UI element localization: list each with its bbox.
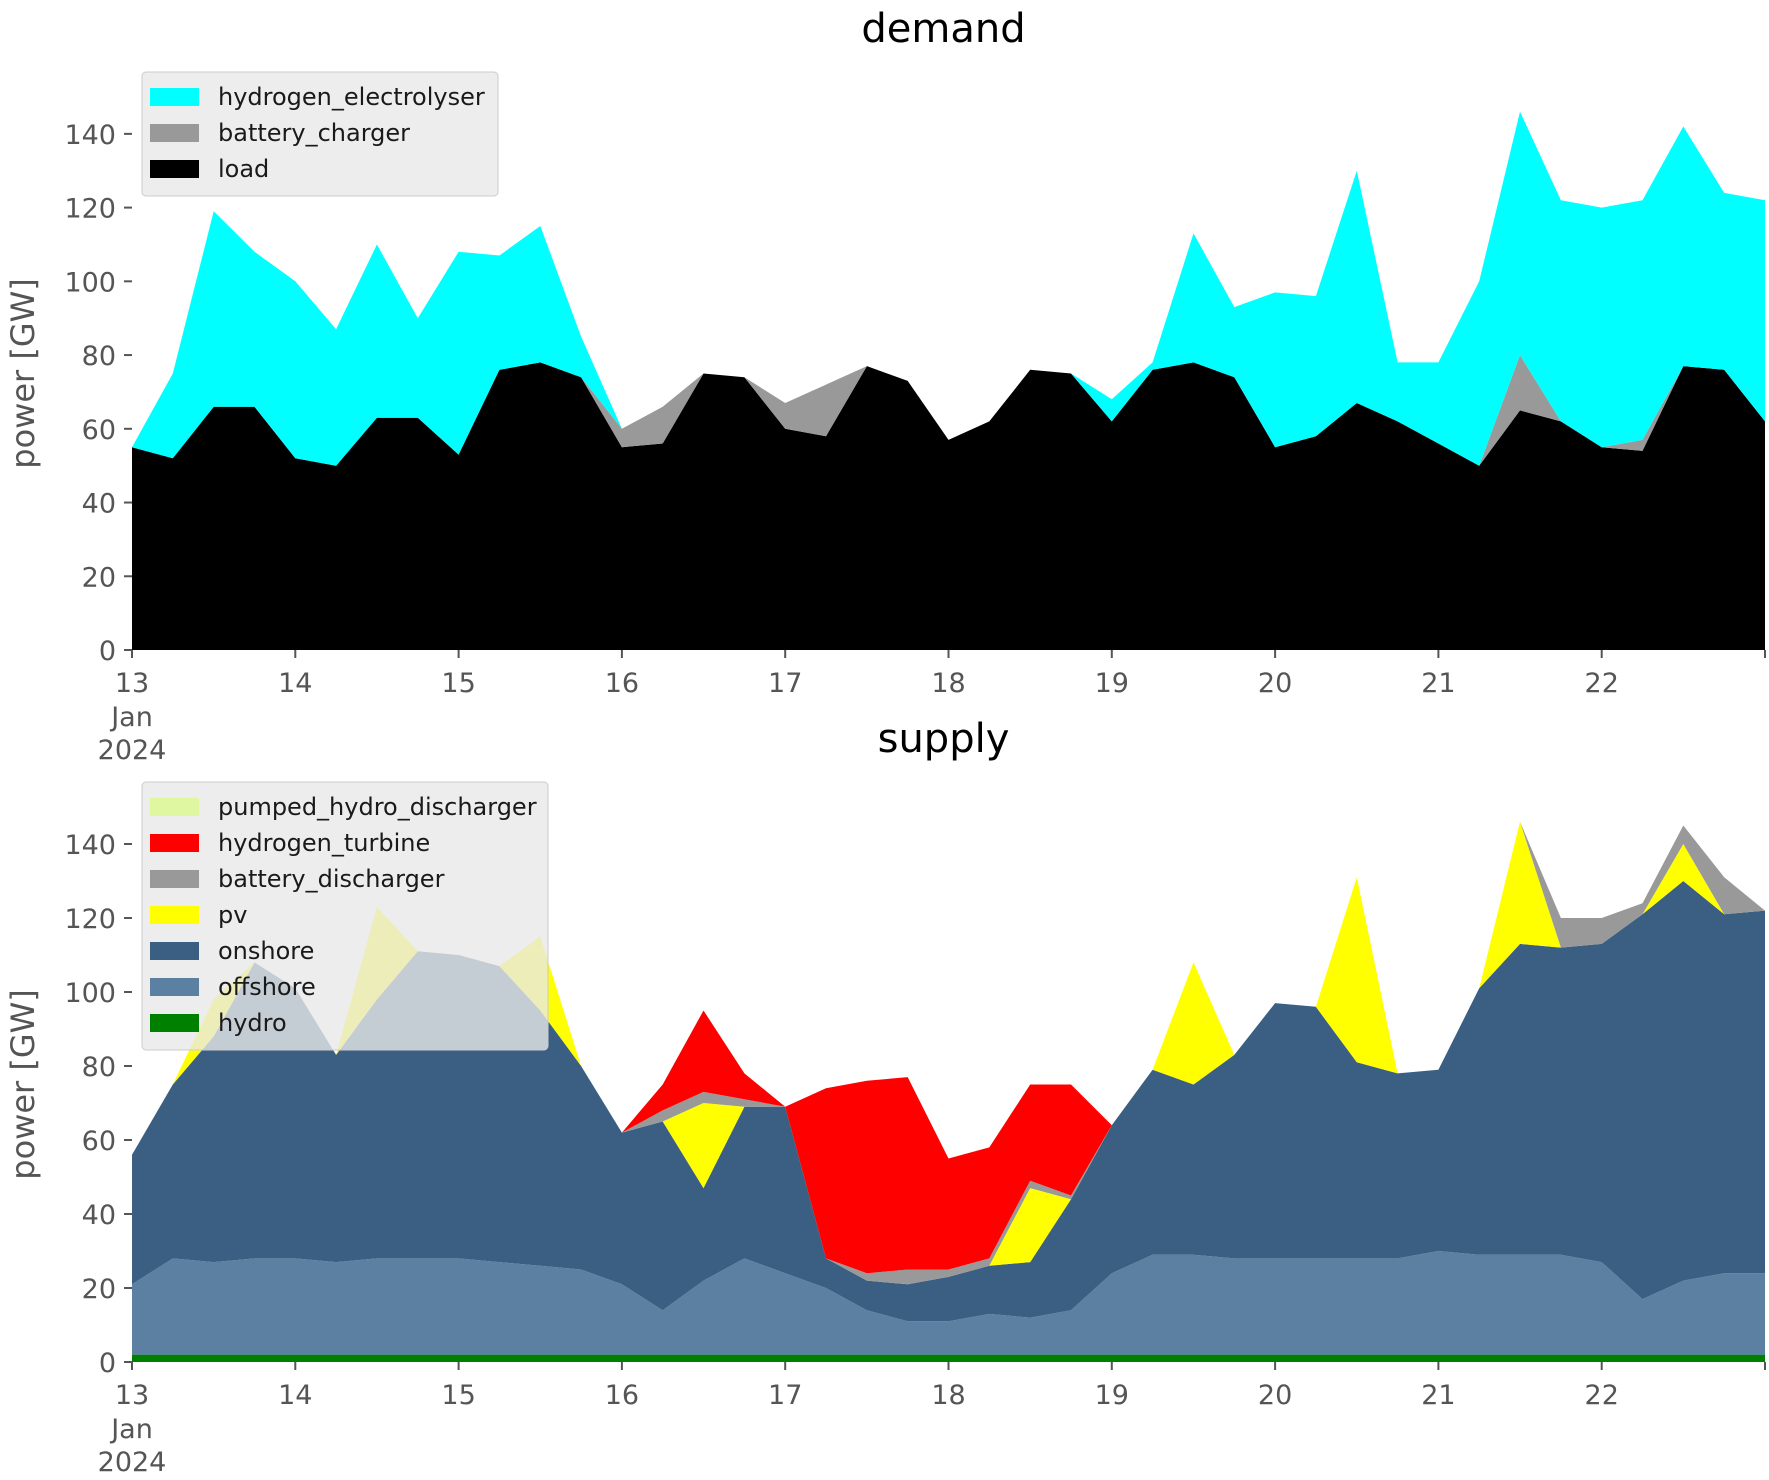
y-tick-label: 40 [82,489,116,520]
area-load [132,362,1765,650]
area-onshore [132,881,1765,1322]
legend-swatch-hydrogen-electrolyser [150,88,199,106]
area-hydrogen-turbine [132,821,1765,1274]
y-tick-label: 140 [64,830,116,861]
legend-swatch-pumped-hydro-discharger [150,798,199,816]
legend-swatch-battery-charger [150,124,199,142]
x-tick-label: 16 [605,1380,639,1411]
x-tick-label: 21 [1421,668,1455,699]
x-tick-label: 17 [768,1380,802,1411]
legend-label: pumped_hydro_discharger [218,793,537,821]
legend-swatch-hydrogen-turbine [150,834,199,852]
legend-label: hydro [218,1009,287,1037]
legend-swatch-hydro [150,1014,199,1032]
x-tick-label: 13 [115,668,149,699]
x-tick-label: 16 [605,668,639,699]
legend-swatch-offshore [150,978,199,996]
legend-label: hydrogen_turbine [218,829,430,857]
y-axis-label: power [GW] [4,989,42,1179]
x-tick-label: 13 [115,1380,149,1411]
x-tick-label: 21 [1421,1380,1455,1411]
y-tick-label: 0 [99,1348,116,1379]
y-tick-label: 100 [64,267,116,298]
area-hydro [132,1354,1765,1362]
legend: pumped_hydro_discharger hydrogen_turbineb… [141,781,549,1051]
x-tick-label: 20 [1258,1380,1292,1411]
legend-label: hydrogen_electrolyser [218,83,485,111]
legend-frame [141,71,499,197]
y-tick-label: 60 [82,1126,116,1157]
x-tick-label: 19 [1095,668,1129,699]
x-tick-label: 19 [1095,1380,1129,1411]
x-tick-label: 15 [441,1380,475,1411]
x-date-label: 2024 [98,735,167,766]
y-tick-label: 0 [99,636,116,667]
legend-label: load [218,155,269,183]
y-axis-label: power [GW] [4,278,42,468]
y-tick-label: 120 [64,904,116,935]
y-tick-label: 60 [82,415,116,446]
y-tick-label: 80 [82,341,116,372]
x-tick-label: 22 [1585,1380,1619,1411]
legend-swatch-pv [150,906,199,924]
x-tick-label: 14 [278,1380,312,1411]
legend-label: battery_charger [218,119,410,147]
legend-label: battery_discharger [218,865,445,893]
chart-title: demand [861,6,1025,52]
x-date-label: Jan [109,702,153,733]
x-date-label: Jan [109,1414,153,1445]
y-tick-label: 20 [82,562,116,593]
x-tick-label: 22 [1585,668,1619,699]
y-tick-label: 100 [64,978,116,1009]
legend-swatch-battery-discharger [150,870,199,888]
legend-label: pv [218,901,247,929]
legend-swatch-onshore [150,942,199,960]
y-tick-label: 40 [82,1200,116,1231]
legend-label: offshore [218,973,316,1001]
legend-swatch-load [150,160,199,178]
x-date-label: 2024 [98,1447,167,1478]
x-tick-label: 20 [1258,668,1292,699]
legend-frame [141,781,549,1051]
x-tick-label: 18 [931,1380,965,1411]
x-tick-label: 14 [278,668,312,699]
stacked-areas [132,111,1765,650]
y-axis: 0 20 40 60 80 100 120 140 power [GW] [4,120,132,667]
legend-label: onshore [218,937,314,965]
y-tick-label: 20 [82,1274,116,1305]
x-tick-label: 15 [441,668,475,699]
y-tick-label: 140 [64,120,116,151]
y-axis: 0 20 40 60 80 100 120 140 power [GW] [4,830,132,1379]
area-hydrogen-electrolyser [132,111,1765,466]
chart-title: supply [878,716,1010,762]
x-tick-label: 18 [931,668,965,699]
x-tick-label: 17 [768,668,802,699]
y-tick-label: 80 [82,1052,116,1083]
y-tick-label: 120 [64,194,116,225]
area-offshore [132,1251,1765,1355]
